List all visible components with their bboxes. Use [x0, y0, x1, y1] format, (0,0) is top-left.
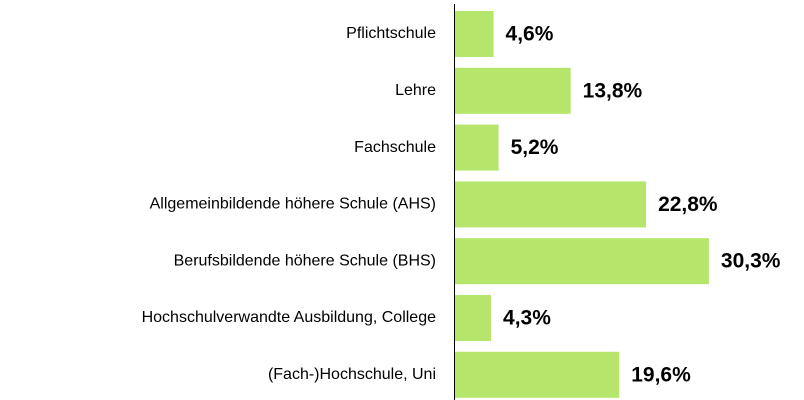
value-label: 30,3% — [721, 250, 781, 273]
value-label: 19,6% — [631, 363, 691, 386]
bar — [455, 67, 571, 114]
bar — [455, 295, 492, 341]
bar — [455, 124, 499, 171]
value-label: 22,8% — [658, 193, 718, 216]
category-label: (Fach-)Hochschule, Uni — [268, 366, 436, 383]
value-label: 4,6% — [506, 23, 554, 46]
value-label: 4,3% — [503, 307, 551, 330]
value-label: 5,2% — [511, 136, 559, 159]
category-label: Fachschule — [354, 139, 436, 156]
category-label: Allgemeinbildende höhere Schule (AHS) — [150, 196, 436, 213]
bar — [455, 11, 494, 57]
bar — [455, 238, 709, 285]
category-label: Berufsbildende höhere Schule (BHS) — [174, 252, 436, 269]
bar — [455, 351, 620, 398]
value-label: 13,8% — [583, 79, 643, 102]
category-label: Lehre — [395, 82, 436, 99]
bar — [455, 181, 647, 228]
category-label: Hochschulverwandte Ausbildung, College — [142, 309, 437, 326]
category-label: Pflichtschule — [346, 25, 436, 42]
